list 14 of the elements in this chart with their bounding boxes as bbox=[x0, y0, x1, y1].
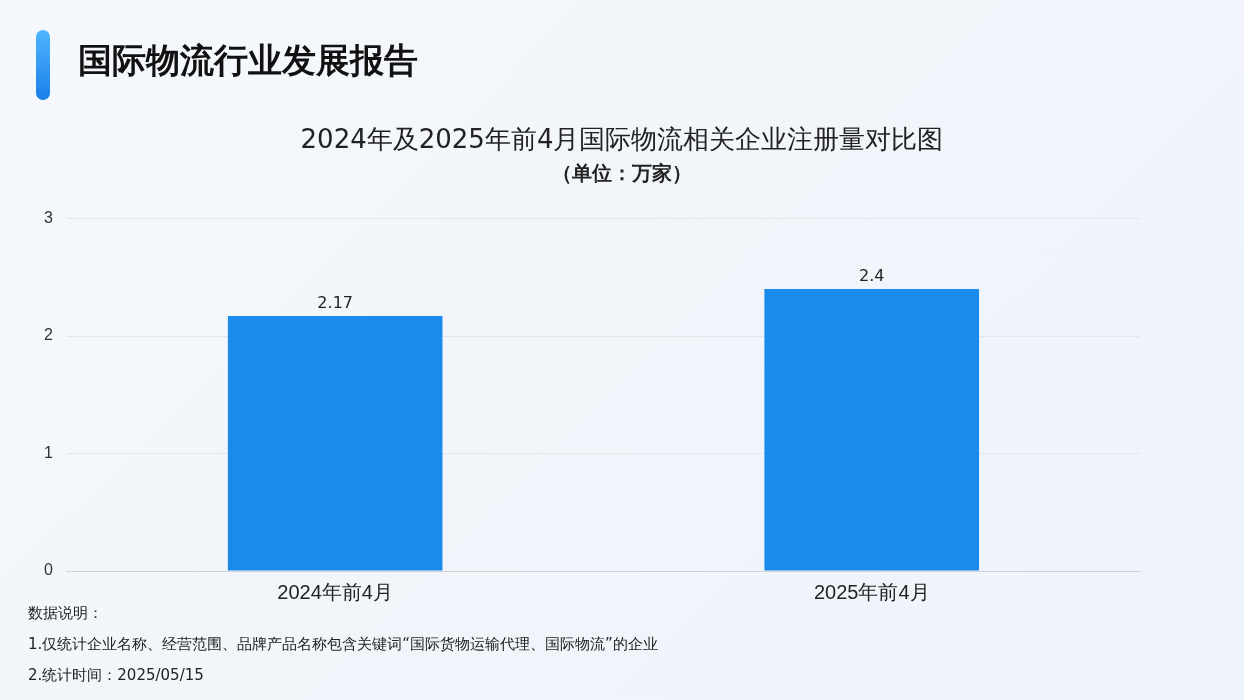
text: 2.统计时间：2025/05/15 bbox=[28, 665, 205, 686]
y-tick-label: 3 bbox=[43, 209, 53, 227]
y-tick-label: 1 bbox=[43, 443, 53, 461]
data-label: 2.17 bbox=[317, 293, 353, 313]
y-axis-title: （单位：万家） bbox=[551, 160, 693, 187]
chart-subtitle: 2024年及2025年前4月国际物流相关企业注册量对比图 bbox=[299, 123, 945, 156]
x-tick-label: 2024年前4月 bbox=[277, 580, 393, 603]
text: 数据说明： bbox=[28, 604, 103, 622]
x-tick-label: 2025年前4月 bbox=[813, 580, 930, 603]
y-tick-label: 2 bbox=[43, 326, 53, 344]
data-label: 2.4 bbox=[859, 266, 885, 286]
chart-title: 国际物流行业发展报告 bbox=[78, 39, 418, 82]
y-tick-label: 0 bbox=[43, 561, 53, 579]
text: 1.仅统计企业名称、经营范围、品牌产品名称包含关键词“国际货物运输代理、国际物流”的企业 bbox=[28, 634, 658, 655]
